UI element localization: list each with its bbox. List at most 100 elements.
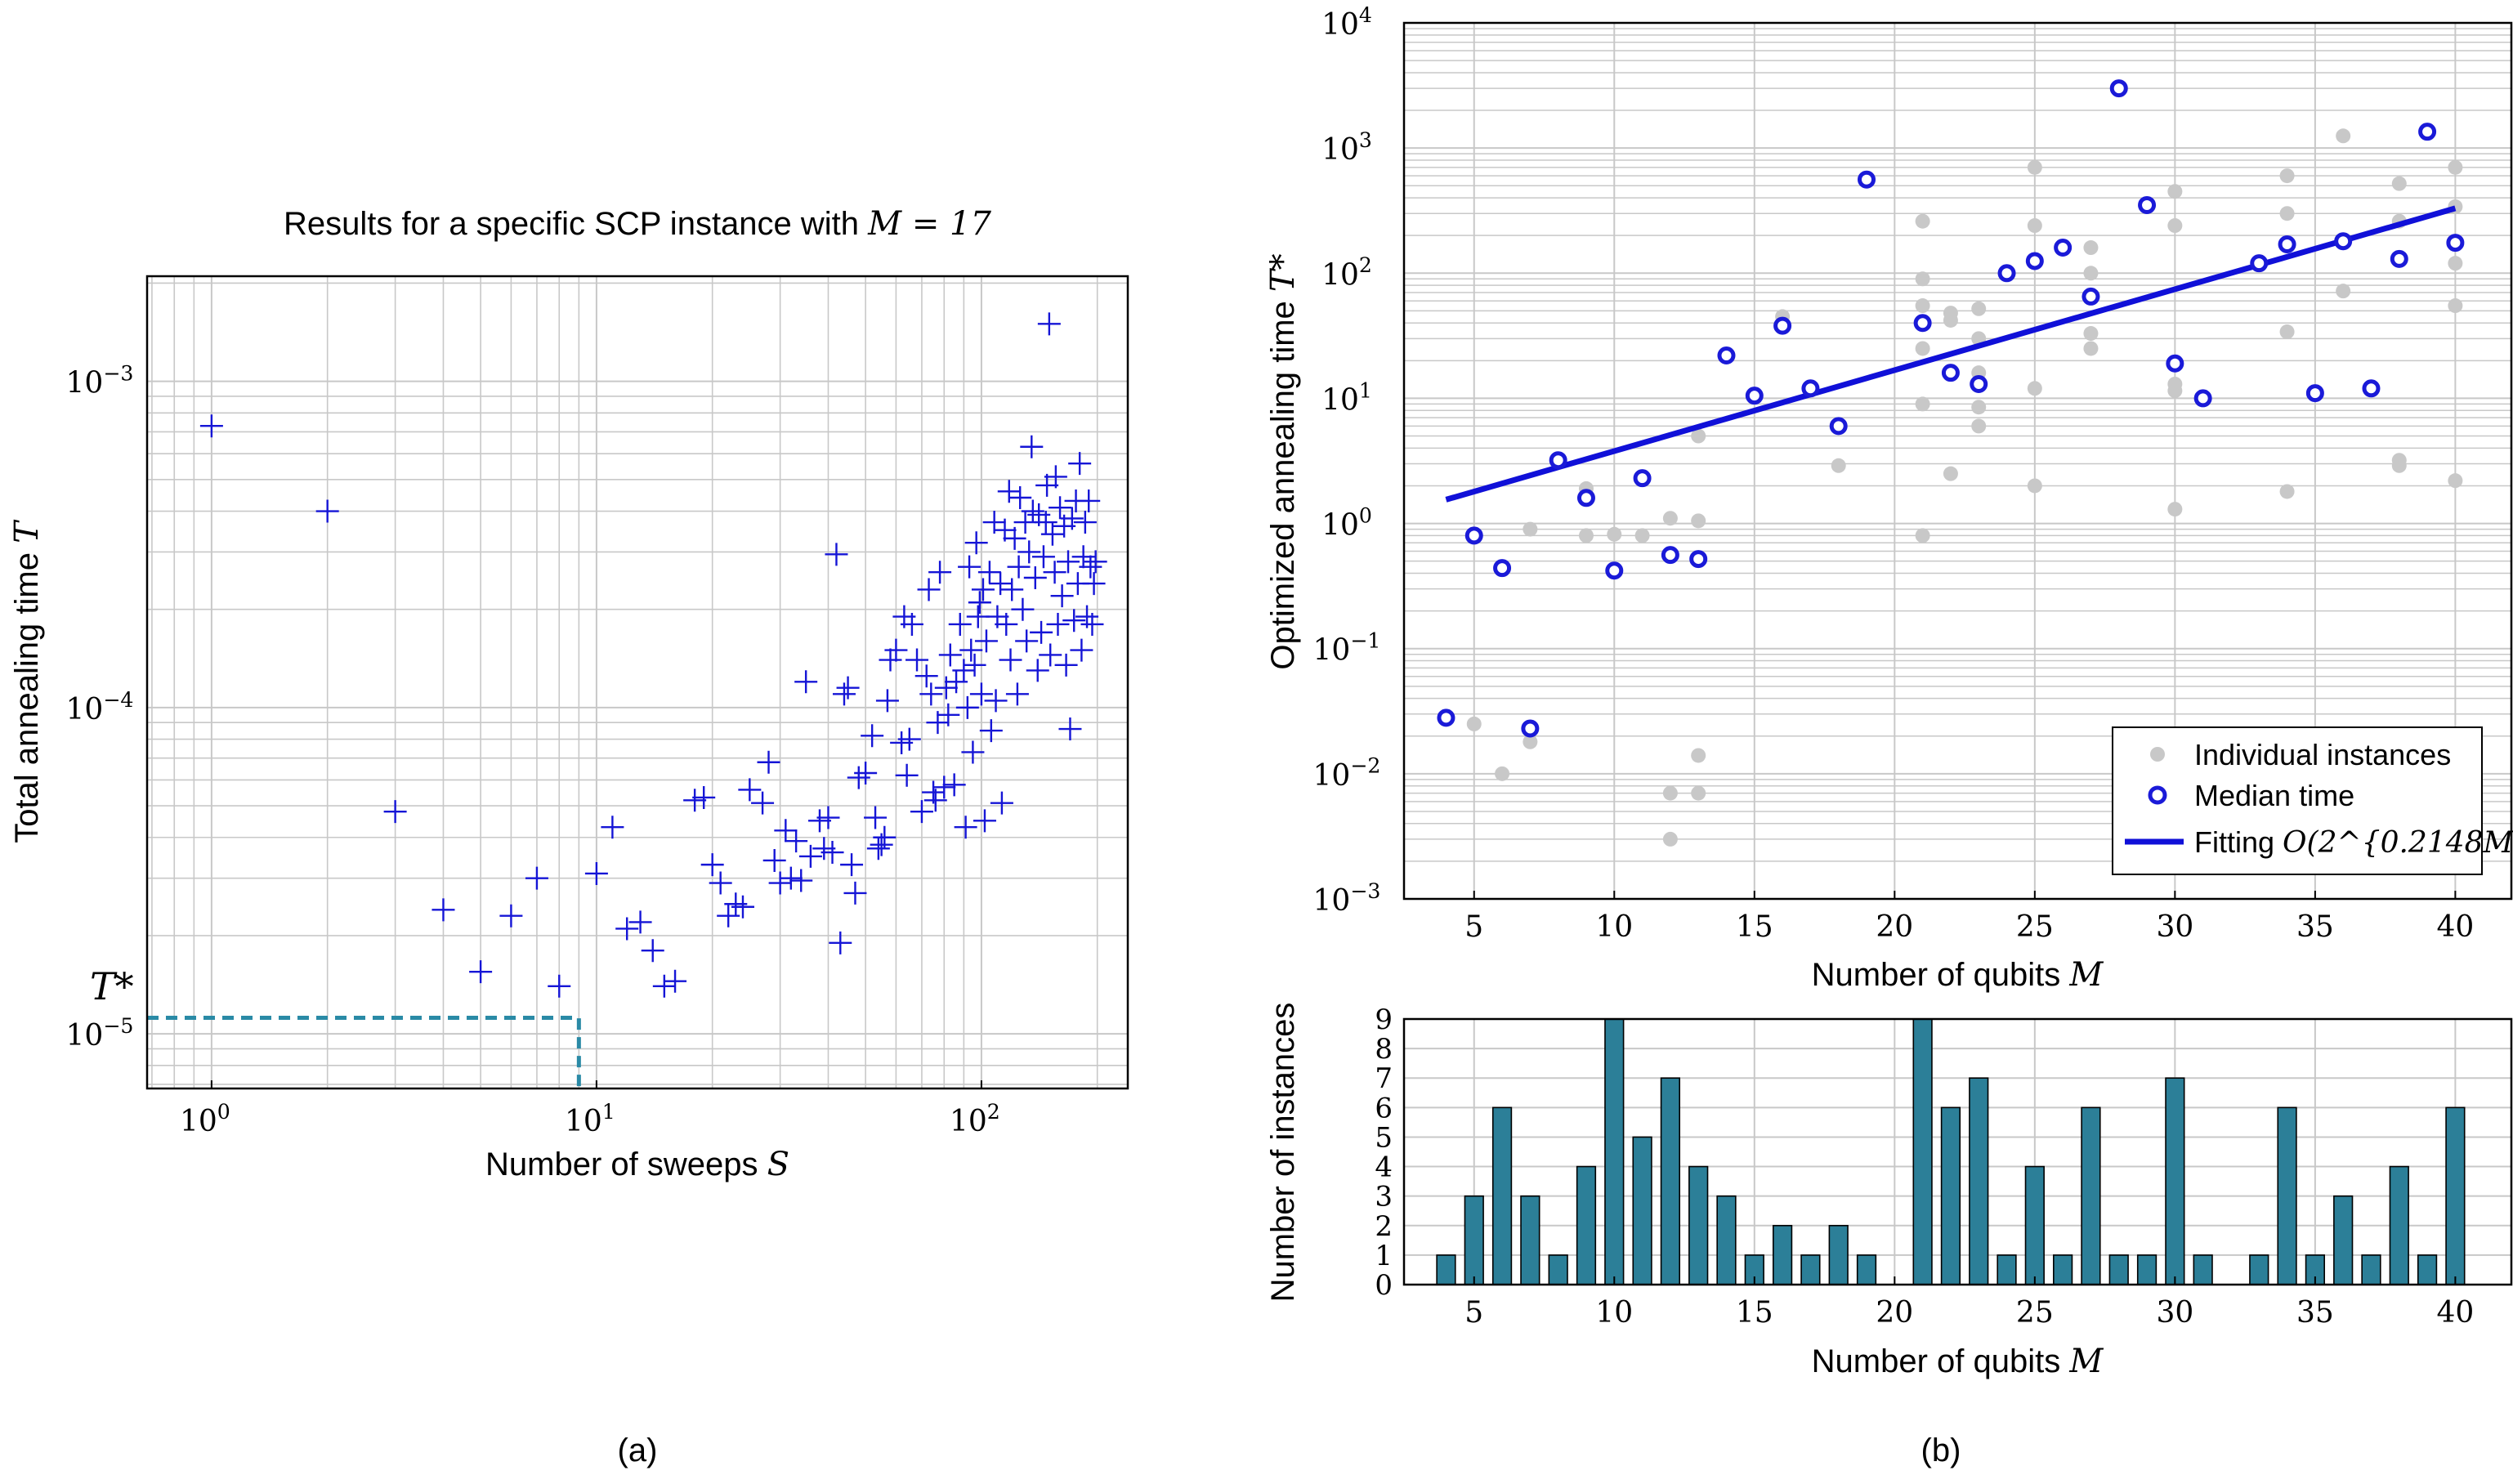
- individual-instance-point: [2167, 184, 2183, 199]
- tstar-guide-line: [147, 1015, 581, 1088]
- scatter-point: [974, 629, 998, 653]
- individual-instance-point: [2279, 206, 2295, 221]
- median-point: [1521, 719, 1540, 738]
- scatter-point: [873, 825, 897, 849]
- scatter-point: [1023, 566, 1047, 590]
- scatter-point: [910, 800, 933, 824]
- scatter-point: [1062, 609, 1086, 632]
- x-tick-label: 10: [1595, 910, 1633, 944]
- scatter-point: [1040, 522, 1064, 546]
- scatter-point: [963, 653, 986, 677]
- scatter-point: [709, 871, 732, 895]
- scatter-point: [955, 695, 979, 719]
- histogram-bar: [1940, 1106, 1961, 1285]
- individual-instance-point: [1915, 298, 1930, 314]
- scatter-point: [692, 785, 716, 809]
- histogram-bar: [2136, 1254, 2158, 1285]
- individual-instance-point: [1662, 511, 1678, 526]
- histogram-bar: [2445, 1106, 2466, 1285]
- x-tick-label: 5: [1464, 1296, 1483, 1330]
- scatter-point: [917, 578, 941, 601]
- median-point: [1801, 379, 1820, 398]
- scatter-point: [652, 974, 676, 998]
- histogram-bar: [1688, 1165, 1709, 1285]
- scatter-point: [601, 816, 624, 839]
- scatter-point: [968, 591, 991, 615]
- y-tick-label: 102: [1321, 253, 1372, 292]
- scatter-point: [774, 819, 798, 843]
- x-tick-label: 10: [1595, 1296, 1633, 1330]
- scatter-point: [794, 670, 818, 694]
- individual-instance-point: [2083, 240, 2099, 256]
- scatter-point: [1007, 555, 1031, 579]
- median-point: [2109, 79, 2128, 98]
- individual-instance-point: [1523, 521, 1538, 537]
- scatter-point: [990, 791, 1013, 815]
- scatter-point: [683, 789, 707, 812]
- individual-instance-point: [2027, 218, 2042, 234]
- scatter-point: [1084, 550, 1107, 574]
- y-tick-label: 104: [1321, 3, 1372, 42]
- y-tick-label: 103: [1321, 128, 1372, 167]
- scatter-point: [768, 871, 792, 895]
- scatter-point: [499, 904, 523, 928]
- median-point: [1829, 417, 1848, 436]
- histogram-bar: [2277, 1106, 2297, 1285]
- individual-instance-point: [2167, 218, 2183, 234]
- scatter-point: [469, 960, 493, 984]
- individual-instance-point: [2027, 478, 2042, 494]
- scatter-point: [934, 676, 958, 700]
- scatter-point: [1070, 638, 1093, 662]
- histogram-bar: [1436, 1254, 1456, 1285]
- median-point: [1858, 170, 1876, 189]
- y-tick-label: 4: [1375, 1151, 1393, 1184]
- median-point: [2166, 354, 2184, 373]
- panel-b-top: 5 10 15 20 25 30 35 40 10−3 10−2 10−1 100 101 102 103…: [1264, 3, 2513, 994]
- individual-instance-point: [1915, 396, 1930, 412]
- scatter-point: [829, 931, 852, 954]
- individual-instance-point: [2336, 128, 2351, 144]
- individual-instance-point: [2279, 484, 2295, 499]
- individual-instance-point: [2391, 458, 2407, 473]
- histogram-bar: [2417, 1254, 2438, 1285]
- scatter-point: [895, 763, 919, 787]
- histogram-bar: [1576, 1165, 1597, 1285]
- panel-a-scatter-points: [199, 312, 1107, 998]
- scatter-point: [900, 612, 923, 636]
- scatter-point: [1015, 629, 1039, 653]
- panel-b-top-median-points: [1437, 79, 2465, 738]
- individual-instance-point: [1915, 271, 1930, 287]
- scatter-point: [757, 750, 780, 774]
- scatter-point: [628, 910, 652, 934]
- scatter-point: [762, 848, 786, 872]
- median-point: [2250, 254, 2269, 273]
- scatter-point: [866, 837, 890, 860]
- individual-instance-point: [2279, 324, 2295, 340]
- x-tick-label: 15: [1736, 910, 1773, 944]
- scatter-point: [199, 414, 223, 438]
- legend-median-label: Median time: [2194, 779, 2354, 812]
- scatter-point: [525, 866, 548, 890]
- panel-b-bottom-bars: [1436, 1018, 2466, 1285]
- panel-b-top-x-ticks: 5 10 15 20 25 30 35 40: [1464, 891, 2474, 944]
- scatter-point: [779, 866, 803, 890]
- individual-instance-point: [2279, 168, 2295, 184]
- y-tick-label: 100: [1321, 503, 1372, 542]
- scatter-point: [1068, 452, 1092, 476]
- median-point: [1605, 561, 1624, 580]
- individual-instance-point: [1634, 528, 1650, 543]
- y-tick-label: 10−4: [66, 688, 134, 726]
- legend-fit-label: Fitting O(2^{0.2148M}): [2194, 825, 2513, 860]
- scatter-point: [1049, 496, 1072, 520]
- median-point: [2390, 249, 2408, 268]
- legend-individual-label: Individual instances: [2194, 738, 2451, 771]
- median-point: [1689, 550, 1708, 569]
- y-tick-label: 3: [1375, 1181, 1393, 1214]
- median-point: [2278, 235, 2296, 253]
- scatter-point: [964, 531, 988, 555]
- individual-instance-point: [1915, 528, 1930, 543]
- median-point: [1549, 451, 1567, 470]
- scatter-point: [1079, 555, 1102, 579]
- scatter-point: [816, 806, 840, 829]
- median-point: [2138, 195, 2157, 214]
